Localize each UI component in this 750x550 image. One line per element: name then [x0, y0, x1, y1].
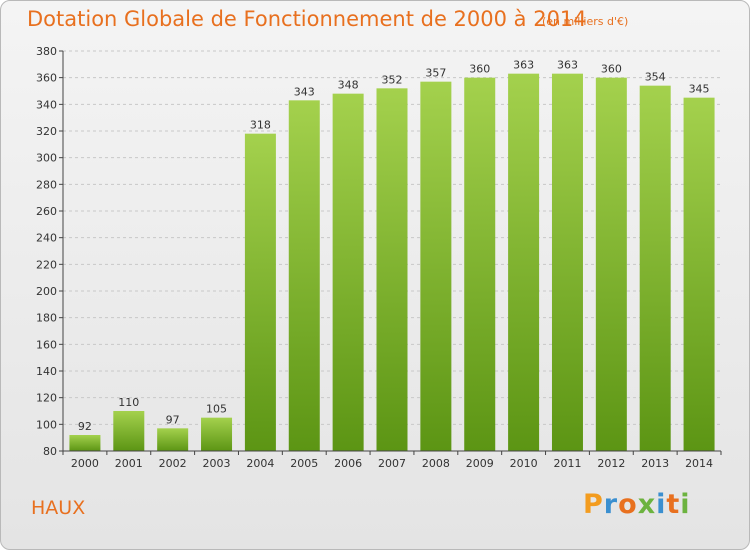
- x-tick-label: 2002: [159, 457, 187, 470]
- bar: [69, 435, 101, 451]
- bar: [551, 73, 583, 452]
- bar: [201, 417, 233, 451]
- x-tick-label: 2006: [334, 457, 362, 470]
- data-label: 343: [294, 85, 315, 98]
- data-label: 363: [557, 59, 578, 72]
- bar: [113, 411, 145, 451]
- x-tick-label: 2005: [290, 457, 318, 470]
- data-label: 318: [250, 119, 271, 132]
- place-name: HAUX: [31, 497, 86, 519]
- logo-letter: o: [618, 489, 638, 520]
- y-tick-label: 260: [36, 205, 57, 218]
- x-tick-label: 2010: [510, 457, 538, 470]
- y-tick-label: 360: [36, 72, 57, 85]
- y-tick-label: 120: [36, 392, 57, 405]
- y-tick-label: 220: [36, 258, 57, 271]
- bar: [683, 97, 715, 452]
- y-tick-label: 300: [36, 152, 57, 165]
- x-tick-label: 2011: [553, 457, 581, 470]
- x-tick-label: 2009: [466, 457, 494, 470]
- bar: [157, 428, 189, 451]
- y-tick-label: 320: [36, 125, 57, 138]
- data-label: 105: [206, 403, 227, 416]
- bar: [420, 81, 452, 452]
- y-tick-label: 160: [36, 338, 57, 351]
- data-label: 110: [118, 396, 139, 409]
- bars: 92 110 97 105 318 343 348 352 357 360 363 363 360 354…: [69, 59, 715, 452]
- bar: [288, 100, 320, 451]
- x-tick-label: 2004: [246, 457, 274, 470]
- y-tick-label: 380: [36, 45, 57, 58]
- axes: 80 100 120 140 160 180 200 220 240 260 280 300 320 34…: [36, 45, 722, 470]
- x-tick-label: 2003: [203, 457, 231, 470]
- data-label: 354: [645, 71, 666, 84]
- x-tick-label: 2012: [597, 457, 625, 470]
- logo-letter: i: [656, 489, 667, 520]
- bar: [639, 85, 671, 452]
- y-tick-label: 240: [36, 232, 57, 245]
- bar: [508, 73, 540, 452]
- data-label: 357: [425, 67, 446, 80]
- proxiti-logo[interactable]: Proxiti: [583, 489, 691, 520]
- x-tick-label: 2008: [422, 457, 450, 470]
- y-tick-label: 100: [36, 418, 57, 431]
- bar: [332, 93, 364, 452]
- bar: [595, 77, 627, 452]
- x-tick-label: 2014: [685, 457, 713, 470]
- bar: [244, 133, 276, 451]
- y-tick-label: 80: [43, 445, 57, 458]
- y-tick-label: 140: [36, 365, 57, 378]
- x-tick-label: 2000: [71, 457, 99, 470]
- data-label: 360: [469, 63, 490, 76]
- logo-letter: P: [583, 489, 604, 520]
- y-tick-label: 280: [36, 178, 57, 191]
- bar: [376, 88, 408, 451]
- y-tick-label: 180: [36, 312, 57, 325]
- data-label: 345: [689, 83, 710, 96]
- bar: [464, 77, 496, 452]
- logo-letter: r: [603, 489, 619, 520]
- x-tick-label: 2007: [378, 457, 406, 470]
- data-label: 92: [78, 420, 92, 433]
- x-tick-label: 2013: [641, 457, 669, 470]
- x-tick-label: 2001: [115, 457, 143, 470]
- chart-unit-label: (en milliers d'€): [542, 15, 629, 28]
- logo-letter: t: [666, 489, 681, 520]
- logo-letter: x: [637, 489, 657, 520]
- data-label: 360: [601, 63, 622, 76]
- data-label: 363: [513, 59, 534, 72]
- logo-letter: i: [680, 489, 691, 520]
- y-tick-label: 340: [36, 98, 57, 111]
- data-label: 97: [166, 413, 180, 426]
- data-label: 352: [382, 73, 403, 86]
- y-tick-label: 200: [36, 285, 57, 298]
- chart-title: Dotation Globale de Fonctionnement de 20…: [27, 7, 587, 31]
- data-label: 348: [338, 79, 359, 92]
